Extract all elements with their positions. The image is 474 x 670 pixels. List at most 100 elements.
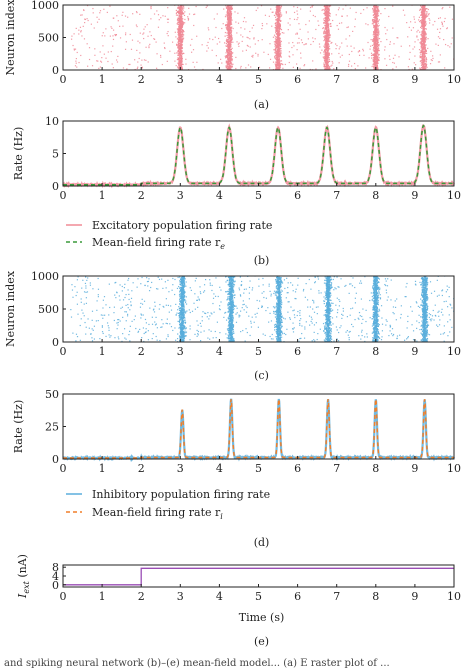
burst-spike-dot [421,6,423,8]
burst-spike-dot [423,8,425,10]
burst-spike-dot [177,20,179,22]
spike-dot [323,18,325,20]
spike-dot [410,21,412,23]
spike-dot [314,38,316,40]
spike-dot [236,307,238,309]
spike-dot [308,20,310,22]
spike-dot [216,43,218,45]
burst-spike-dot [182,21,184,23]
spike-dot [91,310,94,312]
spike-dot [400,313,402,316]
burst-spike-dot [181,47,183,49]
spike-dot [293,45,295,47]
burst-spike-dot [376,60,379,62]
burst-spike-dot [227,40,229,42]
spike-dot [287,311,289,313]
burst-spike-dot [422,37,424,40]
burst-spike-dot [375,12,377,15]
spike-dot [446,28,448,30]
burst-spike-dot [180,51,182,53]
burst-spike-dot [230,7,232,9]
spike-dot [196,35,198,37]
burst-spike-dot [230,51,233,53]
spike-dot [307,306,309,308]
spike-dot [88,47,91,49]
burst-spike-dot [376,31,379,33]
burst-spike-dot [421,51,424,53]
spike-dot [258,66,261,69]
burst-spike-dot [226,21,228,23]
burst-spike-dot [230,58,232,61]
burst-spike-dot [326,18,328,20]
burst-spike-dot [422,68,425,70]
burst-spike-dot [424,63,426,66]
burst-spike-dot [226,24,229,26]
spike-dot [378,24,380,27]
burst-spike-dot [177,21,180,24]
burst-spike-dot [375,21,377,23]
spike-dot [296,18,298,21]
burst-spike-dot [179,56,181,59]
burst-spike-dot [227,20,230,23]
spike-dot [451,37,453,39]
burst-spike-dot [225,5,227,7]
burst-spike-dot [423,20,426,22]
burst-spike-dot [278,47,280,49]
burst-spike-dot [275,21,277,24]
burst-spike-dot [421,57,423,59]
burst-spike-dot [230,12,232,14]
burst-spike-dot [375,19,377,21]
burst-spike-dot [324,6,326,8]
burst-spike-dot [423,6,425,8]
burst-spike-dot [376,66,378,68]
burst-spike-dot [280,52,282,55]
spike-dot [403,339,406,341]
burst-spike-dot [227,31,230,33]
burst-spike-dot [180,30,182,32]
burst-spike-dot [276,36,278,38]
spike-dot [184,11,186,13]
spike-dot [101,35,103,37]
spike-dot [115,59,118,61]
spike-dot [166,323,168,325]
burst-spike-dot [373,33,375,36]
burst-spike-dot [230,38,233,40]
spike-dot [167,35,169,37]
burst-spike-dot [178,48,181,50]
burst-spike-dot [278,9,280,12]
x-tick-label: 1 [99,189,106,202]
burst-spike-dot [373,16,375,19]
burst-spike-dot [328,60,331,62]
burst-spike-dot [425,33,427,35]
burst-spike-dot [178,64,180,67]
x-tick-label: 2 [138,73,145,86]
spike-dot [90,23,92,25]
spike-dot [280,289,282,291]
burst-spike-dot [328,54,330,56]
burst-spike-dot [231,52,233,54]
burst-spike-dot [420,56,422,58]
burst-spike-dot [228,8,230,10]
spike-dot [300,8,302,10]
spike-dot [358,54,361,56]
spike-dot [172,329,174,332]
burst-spike-dot [179,52,181,54]
spike-dot [436,28,439,30]
spike-dot [210,330,212,332]
burst-spike-dot [178,42,180,44]
burst-spike-dot [182,9,184,11]
burst-spike-dot [421,68,424,70]
burst-spike-dot [326,30,328,32]
spike-dot [416,36,418,38]
burst-spike-dot [227,27,229,29]
spike-dot [185,331,188,333]
spike-dot [442,7,444,9]
burst-spike-dot [375,51,377,54]
spike-dot [381,336,383,338]
burst-spike-dot [325,63,327,65]
spike-dot [354,18,356,20]
burst-spike-dot [327,65,329,67]
burst-spike-dot [227,33,229,35]
burst-spike-dot [329,25,331,27]
spike-dot [416,35,418,37]
